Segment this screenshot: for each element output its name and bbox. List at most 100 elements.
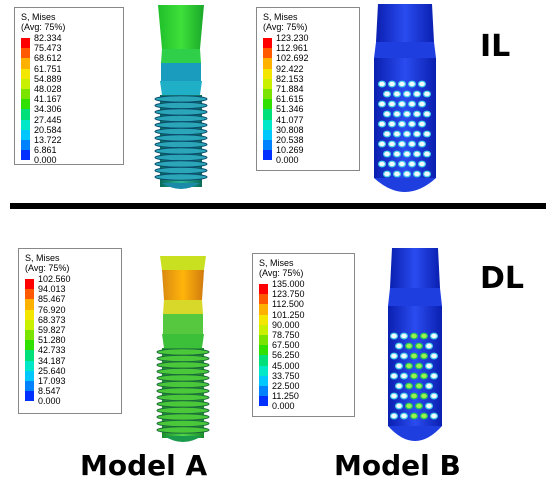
perforation-hole: [400, 332, 409, 340]
legend-value: 42.733: [38, 345, 66, 356]
legend-value: 6.861: [34, 145, 57, 156]
legend-value: 82.153: [276, 73, 304, 84]
perforation-hole: [393, 130, 402, 138]
perforation-hole: [383, 130, 392, 138]
legend-swatch: [263, 129, 272, 140]
legend-swatch: [25, 370, 34, 381]
legend-value: 92.422: [276, 63, 304, 74]
perforation-hole: [414, 342, 423, 350]
perforation-hole: [407, 80, 416, 88]
perforation-hole: [410, 412, 419, 420]
legend-swatch: [259, 324, 268, 335]
implant-model-b-dl: [388, 248, 442, 441]
perforation-hole: [412, 150, 421, 158]
perforation-hole: [422, 90, 431, 98]
perforation-hole: [417, 100, 426, 108]
legend-swatch: [259, 304, 268, 315]
legend-value: 51.346: [276, 104, 304, 115]
legend-value: 11.250: [272, 391, 299, 402]
legend-swatch: [25, 309, 34, 320]
legend-subtitle: (Avg: 75%): [21, 22, 66, 32]
perforation-hole: [412, 170, 421, 178]
thread-ring: [156, 406, 210, 415]
legend-value: 45.000: [272, 360, 300, 371]
perforation-hole: [388, 160, 397, 168]
legend-model-a-il: S, Mises (Avg: 75%) 82.334 75.473 68.612 61.7…: [14, 7, 124, 165]
perforation-hole: [405, 382, 414, 390]
perforation-hole: [400, 372, 409, 380]
perforation-hole: [383, 110, 392, 118]
legend-swatch: [263, 140, 272, 151]
legend-swatch: [21, 38, 30, 49]
legend-value: 20.584: [34, 124, 62, 135]
perforation-hole: [402, 170, 411, 178]
perforation-hole: [429, 352, 438, 360]
thread-ring: [154, 121, 208, 129]
implant-model-a-il: [154, 5, 208, 189]
perforation-hole: [397, 80, 406, 88]
legend-value: 20.538: [276, 135, 304, 145]
legend-value: 22.500: [272, 381, 300, 391]
perforation-hole: [419, 372, 428, 380]
legend-value: 48.028: [34, 84, 62, 94]
perforation-hole: [402, 110, 411, 118]
perforation-hole: [397, 140, 406, 148]
perforation-hole: [412, 110, 421, 118]
legend-value: 67.500: [272, 340, 300, 351]
perforation-hole: [390, 372, 399, 380]
perforation-hole: [393, 110, 402, 118]
perforation-hole: [429, 392, 438, 400]
perforation-hole: [410, 372, 419, 380]
legend-swatch: [263, 99, 272, 110]
perforation-hole: [424, 362, 433, 370]
thread-ring: [154, 114, 208, 123]
thread-ring: [156, 393, 210, 402]
legend-swatch: [21, 58, 30, 69]
legend-value: 41.077: [276, 114, 304, 125]
perforation-hole: [400, 412, 409, 420]
perforation-hole: [412, 130, 421, 138]
perforation-hole: [407, 160, 416, 168]
model-label-a: Model A: [80, 449, 208, 482]
legend-swatch: [21, 119, 30, 130]
perforation-hole: [395, 382, 404, 390]
perforation-hole: [400, 352, 409, 360]
perforation-hole: [422, 150, 431, 158]
thread-ring: [154, 140, 208, 149]
legend-value: 0.000: [38, 396, 61, 407]
legend-swatch: [21, 78, 30, 89]
legend-swatch: [21, 89, 30, 100]
legend-value: 76.920: [38, 304, 66, 315]
legend-swatch: [25, 340, 34, 351]
perforation-hole: [397, 160, 406, 168]
perforation-hole: [390, 412, 399, 420]
perforation-hole: [410, 332, 419, 340]
legend-swatch: [21, 109, 30, 120]
thread-ring: [154, 173, 208, 181]
thread-ring: [154, 101, 208, 110]
thread-ring: [154, 166, 208, 175]
thread-ring: [154, 134, 208, 142]
legend-swatch: [21, 129, 30, 140]
legend-swatch: [25, 279, 34, 290]
legend-value: 17.093: [38, 376, 66, 386]
legend-swatch: [25, 299, 34, 310]
perforation-hole: [419, 392, 428, 400]
perforation-hole: [402, 130, 411, 138]
legend-swatch: [259, 396, 268, 407]
row-label-dl: DL: [480, 261, 525, 296]
legend-value: 90.000: [272, 319, 300, 330]
perforation-hole: [390, 392, 399, 400]
perforation-hole: [417, 160, 426, 168]
perforation-hole: [407, 120, 416, 128]
legend-swatch: [263, 68, 272, 79]
legend-swatch: [263, 78, 272, 89]
legend-value: 82.334: [34, 33, 62, 43]
row-label-il: IL: [480, 29, 511, 64]
legend-value: 102.692: [276, 53, 309, 64]
legend-value: 27.445: [34, 114, 62, 125]
perforation-hole: [424, 402, 433, 410]
perforation-hole: [378, 120, 387, 128]
legend-swatch: [21, 150, 30, 161]
thread-ring: [154, 95, 208, 103]
